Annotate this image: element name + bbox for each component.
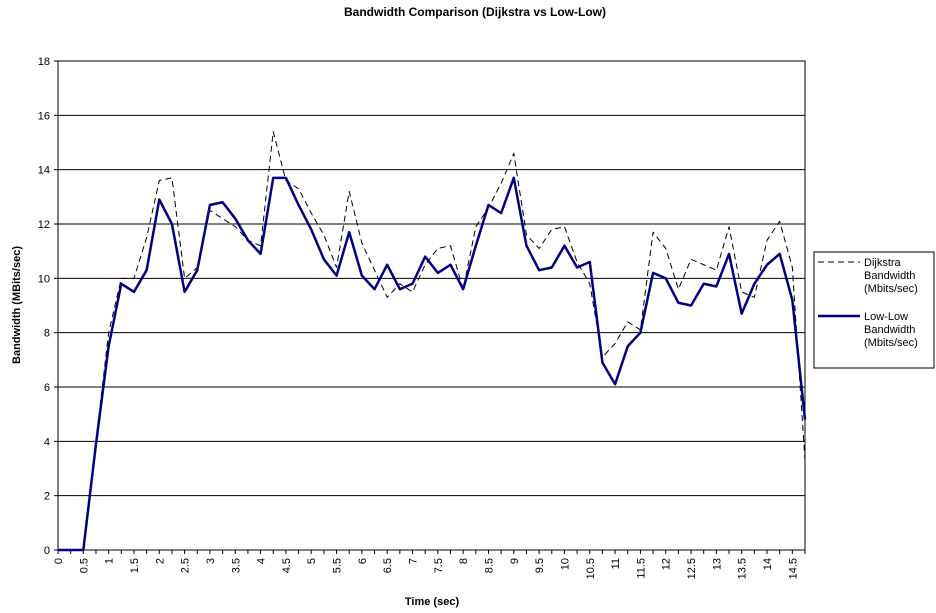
y-tick-label: 4 [44, 436, 50, 448]
y-tick-label: 18 [38, 56, 50, 68]
x-tick-label: 6 [357, 558, 369, 564]
series-line-dijkstra [58, 131, 806, 551]
x-axis-ticks: 0 0.5 1 1.5 2 2.5 3 3.5 4 4.5 5 5.5 6 6.5 7 7.5 8 8.5 9 9.5… [53, 550, 806, 579]
x-tick-label: 2 [154, 558, 166, 564]
y-axis-ticks: 0 2 4 6 8 10 12 14 16 18 [38, 56, 58, 557]
series-line-low-low [58, 176, 807, 552]
x-tick-label: 1.5 [129, 558, 141, 573]
x-tick-label: 10 [559, 558, 571, 570]
plot-area-frame [57, 60, 806, 551]
x-tick-label: 11 [610, 558, 622, 569]
x-tick-label: 7.5 [433, 558, 445, 573]
x-tick-label: 5 [306, 558, 318, 564]
gridlines [58, 114, 805, 497]
y-tick-label: 16 [38, 110, 50, 122]
x-tick-label: 8 [458, 558, 470, 564]
y-axis-title: Bandwidth (MBits/sec) [11, 246, 23, 364]
x-tick-label: 14 [762, 558, 774, 570]
x-tick-label: 13 [711, 558, 723, 570]
x-tick-label: 8.5 [483, 558, 495, 573]
x-tick-label: 14.5 [787, 558, 799, 579]
x-tick-label: 12 [661, 558, 673, 570]
x-tick-label: 9.5 [534, 558, 546, 573]
x-tick-label: 11.5 [635, 558, 647, 579]
y-tick-label: 8 [44, 328, 50, 340]
x-tick-label: 4.5 [281, 558, 293, 573]
x-tick-label: 3.5 [230, 558, 242, 573]
y-tick-label: 2 [44, 491, 50, 503]
y-tick-label: 14 [38, 165, 50, 177]
x-tick-label: 12.5 [686, 558, 698, 579]
legend-label: Dijkstra Bandwidth (Mbits/sec) [864, 257, 918, 295]
x-axis-title: Time (sec) [405, 596, 460, 608]
x-tick-label: 6.5 [382, 558, 394, 573]
y-tick-label: 6 [44, 382, 50, 394]
series-lines [58, 131, 807, 552]
x-tick-label: 2.5 [180, 558, 192, 573]
y-tick-label: 0 [44, 545, 50, 557]
x-tick-label: 0 [53, 558, 65, 564]
x-tick-label: 0.5 [78, 558, 90, 573]
x-tick-label: 3 [205, 558, 217, 564]
x-tick-label: 9 [509, 558, 521, 564]
y-tick-label: 12 [38, 219, 50, 231]
chart-title: Bandwidth Comparison (Dijkstra vs Low-Lo… [344, 5, 606, 19]
x-tick-label: 1 [104, 558, 116, 564]
y-tick-label: 10 [38, 273, 50, 285]
x-tick-label: 13.5 [737, 558, 749, 579]
x-tick-label: 4 [256, 558, 268, 564]
x-tick-label: 10.5 [585, 558, 597, 579]
legend-box [813, 251, 935, 369]
x-tick-label: 7 [408, 558, 420, 564]
legend-label: Low-Low Bandwidth (Mbits/sec) [864, 311, 918, 349]
legend: Dijkstra Bandwidth (Mbits/sec) Low-Low Bandw… [813, 251, 935, 369]
x-tick-label: 5.5 [332, 558, 344, 573]
